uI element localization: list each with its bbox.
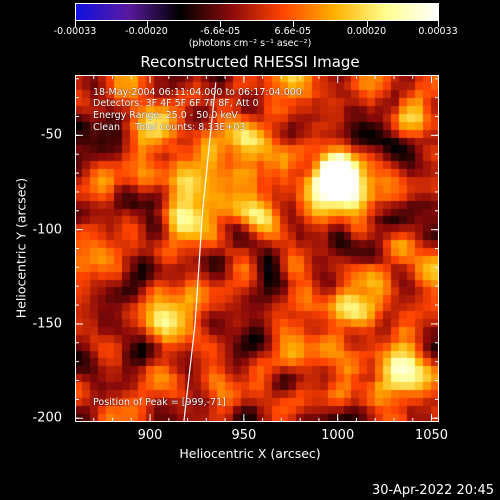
colorbar-tick-label: -0.00033 xyxy=(53,26,97,37)
x-tick-label: 950 xyxy=(231,428,257,443)
y-tick-label: -100 xyxy=(32,222,62,238)
plot-timestamp: 30-Apr-2022 20:45 xyxy=(372,483,494,498)
plot-axes xyxy=(75,75,439,422)
colorbar-units: (photons cm⁻² s⁻¹ asec⁻²) xyxy=(188,38,312,49)
y-tick-label: -150 xyxy=(32,316,62,332)
colorbar-tick xyxy=(75,21,76,27)
y-axis-label: Heliocentric Y (arcsec) xyxy=(13,177,29,319)
colorbar-tick xyxy=(220,21,222,27)
annotation-detectors: Detectors: 3F 4F 5F 6F 7F 8F, Att 0 xyxy=(93,98,259,109)
colorbar-tick-label: -0.00020 xyxy=(125,26,168,37)
colorbar-tick xyxy=(366,21,368,27)
colorbar-tick xyxy=(146,21,148,27)
y-tick-label: -50 xyxy=(40,127,62,143)
annotation-time-range: 18-May-2004 06:11:04.000 to 06:17:04.000 xyxy=(93,87,302,98)
y-tick-label: -200 xyxy=(32,410,62,426)
x-tick-label: 1000 xyxy=(321,428,355,443)
solar-limb-curve xyxy=(183,82,217,422)
chart-title: Reconstructed RHESSI Image xyxy=(140,53,360,71)
colorbar-tick-label: -6.6e-05 xyxy=(200,26,241,37)
colorbar-tick xyxy=(438,21,439,27)
colorbar-tick-label: 6.6e-05 xyxy=(274,26,312,37)
colorbar-tick-label: 0.00020 xyxy=(346,26,387,37)
x-axis-label: Heliocentric X (arcsec) xyxy=(179,446,321,461)
x-tick-label: 1050 xyxy=(414,428,449,443)
heatmap-image xyxy=(75,75,439,422)
x-tick-label: 900 xyxy=(137,428,163,443)
annotation-peak-position: Position of Peak = [999,-71] xyxy=(93,397,226,408)
annotation-clean-counts: Clean Total counts: 8.33E+03 xyxy=(93,122,246,133)
colorbar-tick-label: 0.00033 xyxy=(418,26,458,37)
annotation-energy-range: Energy Range: 25.0 - 50.0 keV xyxy=(93,110,238,121)
colorbar xyxy=(75,3,439,21)
colorbar-tick xyxy=(292,21,294,27)
